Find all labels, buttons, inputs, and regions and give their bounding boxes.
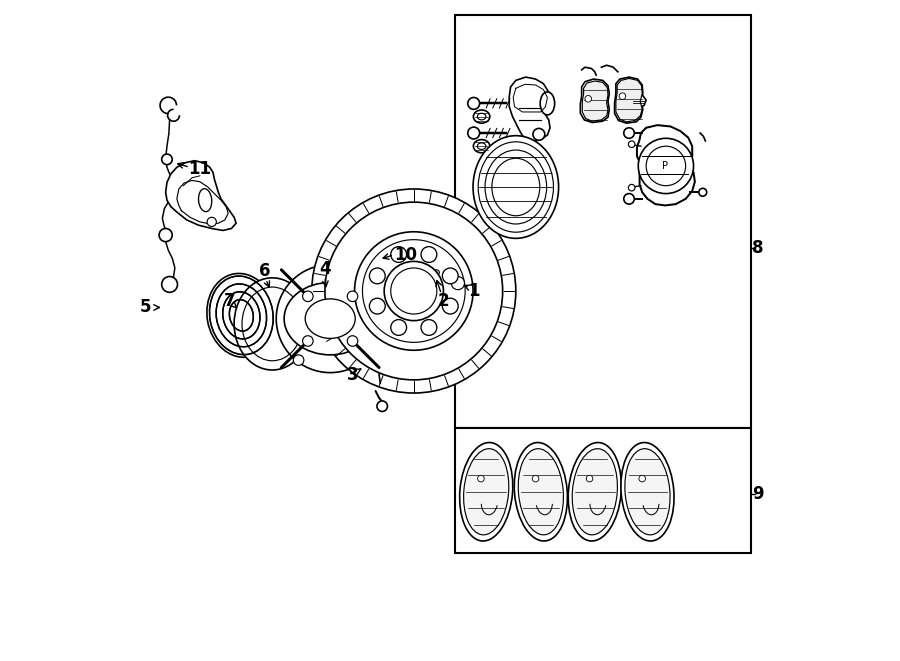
Text: 10: 10 [393, 246, 417, 264]
Bar [455, 15, 752, 428]
Circle shape [638, 138, 694, 194]
Circle shape [384, 261, 444, 321]
Circle shape [478, 475, 484, 482]
Circle shape [421, 247, 436, 262]
Ellipse shape [473, 136, 559, 239]
Circle shape [159, 229, 172, 242]
Polygon shape [446, 268, 471, 297]
Ellipse shape [477, 143, 486, 149]
Circle shape [646, 146, 686, 186]
Ellipse shape [533, 128, 544, 140]
Ellipse shape [460, 442, 513, 541]
Circle shape [624, 128, 634, 138]
Text: 2: 2 [437, 292, 449, 310]
Text: 8: 8 [752, 239, 764, 257]
Ellipse shape [473, 139, 490, 153]
Circle shape [451, 276, 464, 290]
Circle shape [369, 268, 385, 284]
Text: 1: 1 [469, 282, 480, 300]
Text: P: P [662, 161, 668, 171]
Polygon shape [616, 79, 643, 122]
Ellipse shape [514, 442, 567, 541]
Bar [455, 428, 752, 553]
Circle shape [391, 268, 436, 314]
Circle shape [293, 355, 304, 366]
Ellipse shape [284, 282, 376, 355]
Circle shape [391, 247, 407, 262]
Text: 6: 6 [258, 262, 270, 280]
Text: 3: 3 [346, 366, 358, 384]
Circle shape [355, 232, 473, 350]
Circle shape [698, 188, 706, 196]
Text: 11: 11 [188, 160, 212, 178]
Ellipse shape [568, 442, 621, 541]
Polygon shape [637, 125, 695, 206]
Circle shape [369, 298, 385, 314]
Text: 9: 9 [752, 485, 764, 503]
Ellipse shape [540, 92, 554, 115]
Ellipse shape [625, 449, 670, 535]
Ellipse shape [234, 278, 310, 370]
Circle shape [363, 240, 465, 342]
Text: 7: 7 [224, 292, 235, 310]
Circle shape [468, 97, 480, 109]
Circle shape [347, 291, 358, 301]
Ellipse shape [518, 449, 563, 535]
Circle shape [377, 401, 388, 411]
Ellipse shape [207, 274, 275, 358]
Circle shape [619, 93, 625, 99]
Ellipse shape [199, 188, 212, 212]
Circle shape [586, 475, 593, 482]
Circle shape [443, 268, 458, 284]
Circle shape [628, 141, 635, 147]
Ellipse shape [464, 449, 508, 535]
Circle shape [302, 336, 313, 346]
Circle shape [639, 475, 645, 482]
Ellipse shape [621, 442, 674, 541]
Circle shape [468, 127, 480, 139]
Polygon shape [166, 161, 236, 231]
Circle shape [302, 291, 313, 301]
Ellipse shape [430, 270, 439, 277]
Circle shape [162, 276, 177, 292]
Circle shape [373, 279, 385, 292]
Circle shape [276, 264, 384, 373]
Text: 4: 4 [320, 260, 331, 278]
Circle shape [311, 189, 516, 393]
Polygon shape [509, 77, 552, 141]
Polygon shape [630, 94, 646, 108]
Circle shape [624, 194, 634, 204]
Text: 5: 5 [140, 299, 152, 317]
Polygon shape [580, 79, 609, 122]
Circle shape [585, 96, 591, 102]
Polygon shape [615, 77, 643, 123]
Circle shape [325, 202, 503, 380]
Circle shape [162, 154, 172, 165]
Circle shape [421, 320, 436, 335]
Ellipse shape [477, 113, 486, 120]
Ellipse shape [572, 449, 617, 535]
Circle shape [391, 320, 407, 335]
Ellipse shape [426, 266, 445, 281]
Circle shape [532, 475, 539, 482]
Circle shape [628, 184, 635, 191]
Circle shape [443, 298, 458, 314]
Ellipse shape [305, 299, 356, 338]
Circle shape [347, 336, 358, 346]
Ellipse shape [473, 110, 490, 123]
Circle shape [207, 217, 216, 227]
Polygon shape [582, 81, 608, 121]
